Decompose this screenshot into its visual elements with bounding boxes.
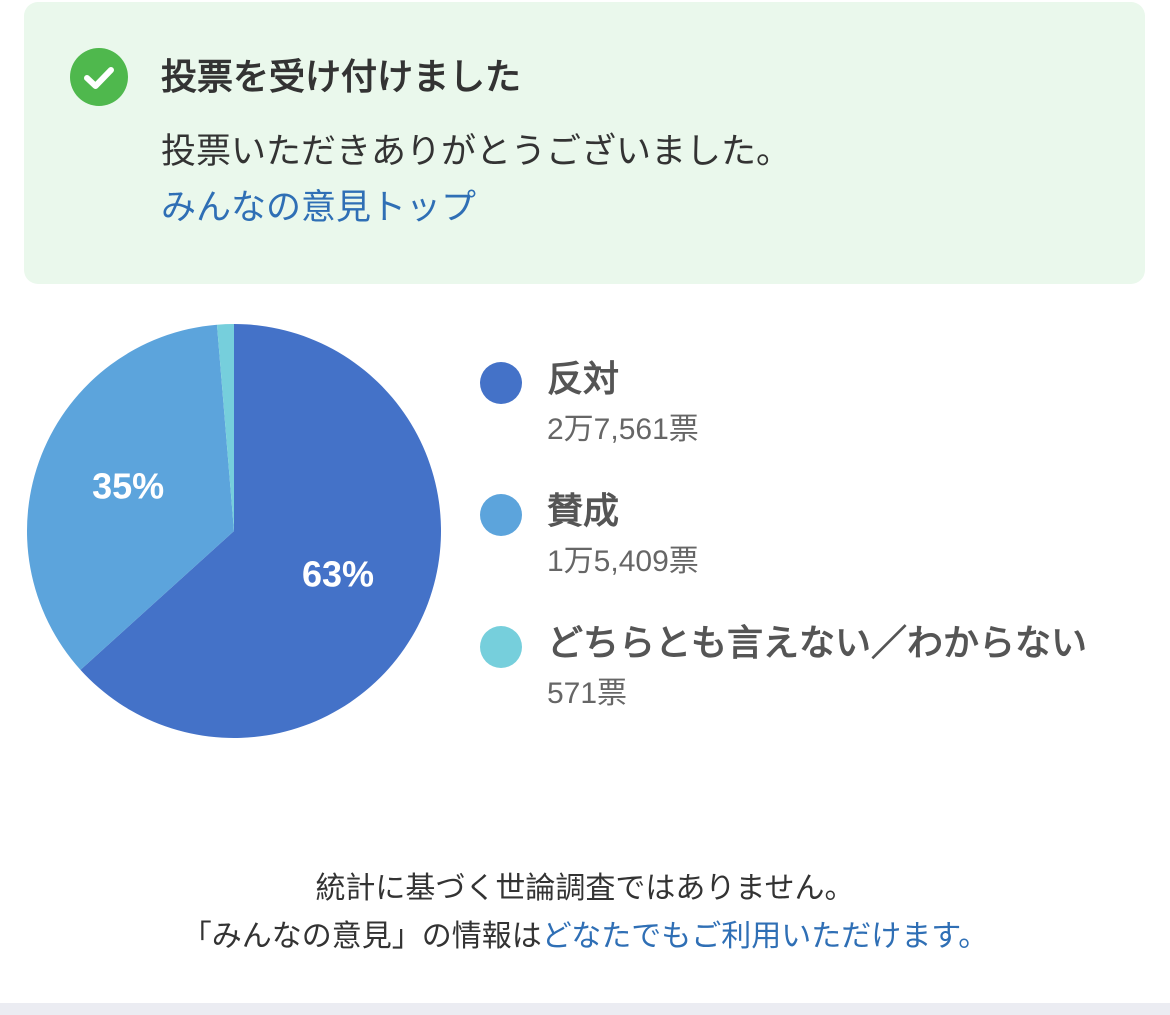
- legend-label: 賛成: [547, 491, 620, 532]
- check-circle-icon: [70, 48, 128, 106]
- footer-usage-line: 「みんなの意見」の情報はどなたでもご利用いただけます。: [0, 913, 1170, 961]
- legend-count: 2万7,561票: [547, 413, 699, 446]
- legend-item-oppose: 反対 2万7,561票: [480, 352, 1120, 450]
- legend-count: 1万5,409票: [547, 545, 699, 578]
- footer-disclaimer: 統計に基づく世論調査ではありません。: [315, 871, 855, 906]
- legend-item-support: 賛成 1万5,409票: [480, 484, 1120, 582]
- legend-label: どちらとも言えない／わからない: [547, 623, 1088, 664]
- pie-slice-oppose: [80, 324, 441, 738]
- vote-pie-chart: 63% 35%: [25, 322, 443, 740]
- chart-legend: 反対 2万7,561票 賛成 1万5,409票 どちらとも言えない／わからない …: [480, 352, 1120, 748]
- legend-dot-support: [480, 494, 522, 536]
- pie-slice-support: [27, 324, 235, 670]
- vote-confirmation-notice: [24, 2, 1145, 284]
- pie-label-oppose: 63%: [302, 554, 374, 595]
- notice-message: 投票いただきありがとうございました。: [161, 132, 792, 172]
- legend-dot-undecided: [480, 626, 522, 668]
- pie-chart-svg: 63% 35%: [27, 324, 441, 738]
- pie-label-support: 35%: [92, 466, 164, 507]
- notice-title: 投票を受け付けました: [161, 57, 522, 98]
- legend-count: 571票: [547, 677, 628, 710]
- usage-terms-link[interactable]: どなたでもご利用いただけます。: [541, 919, 989, 954]
- pie-slice-undecided: [216, 324, 234, 531]
- footer-usage-prefix: 「みんなの意見」の情報は: [181, 919, 542, 954]
- legend-dot-oppose: [480, 362, 522, 404]
- legend-item-undecided: どちらとも言えない／わからない 571票: [480, 616, 1120, 714]
- legend-label: 反対: [547, 359, 620, 400]
- opinion-top-link[interactable]: みんなの意見トップ: [161, 188, 477, 228]
- bottom-divider: [0, 1003, 1170, 1015]
- footer-note: 統計に基づく世論調査ではありません。 「みんなの意見」の情報はどなたでもご利用い…: [0, 865, 1170, 961]
